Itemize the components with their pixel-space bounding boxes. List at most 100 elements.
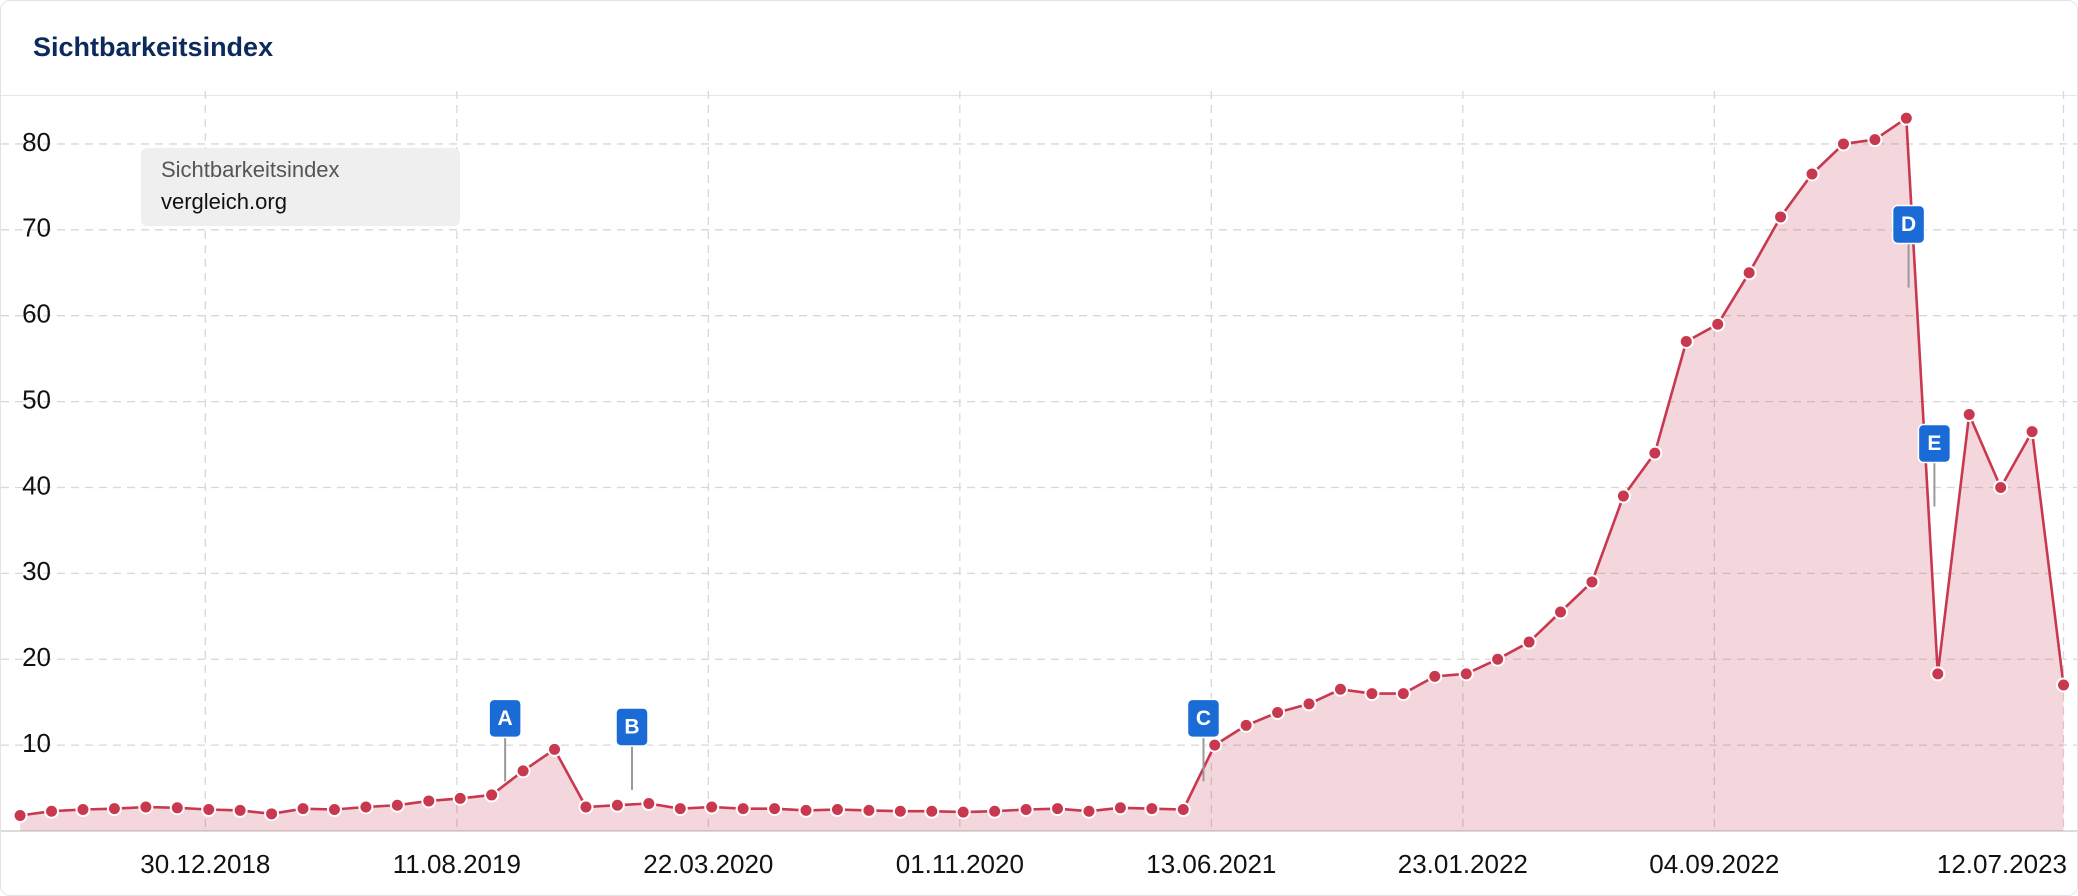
point (735, 801, 751, 817)
point (12, 808, 28, 824)
point (1238, 717, 1254, 733)
annotation-flag (615, 707, 649, 747)
x-tick-label: 04.09.2022 (1649, 849, 1779, 879)
point (2056, 677, 2072, 693)
point (987, 803, 1003, 819)
x-tick-label: 30.12.2018 (140, 849, 270, 879)
legend-title: Sichtbarkeitsindex (161, 157, 340, 182)
point (44, 803, 60, 819)
point (1993, 479, 2009, 495)
point (1050, 801, 1066, 817)
header: Sichtbarkeitsindex (1, 1, 2077, 96)
point (75, 802, 91, 818)
point (1207, 737, 1223, 753)
point (201, 802, 217, 818)
point (169, 800, 185, 816)
annotation-label: B (624, 715, 639, 738)
point (1395, 686, 1411, 702)
x-tick-label: 12.07.2023 (1937, 849, 2067, 879)
point (232, 802, 248, 818)
point (138, 799, 154, 815)
point (1584, 574, 1600, 590)
annotation-label: C (1196, 707, 1211, 730)
x-tick-label: 01.11.2020 (896, 849, 1024, 879)
legend-box (141, 148, 460, 226)
point (295, 801, 311, 817)
point (1081, 803, 1097, 819)
point (1835, 136, 1851, 152)
point (1364, 686, 1380, 702)
area (20, 118, 2064, 831)
point (358, 799, 374, 815)
point (1961, 406, 1977, 422)
y-tick-label: 70 (22, 213, 51, 243)
point (578, 799, 594, 815)
point (924, 803, 940, 819)
point (1553, 604, 1569, 620)
point (861, 802, 877, 818)
point (704, 799, 720, 815)
point (1521, 634, 1537, 650)
point (1270, 704, 1286, 720)
point (829, 802, 845, 818)
y-tick-label: 40 (22, 470, 51, 500)
point (2024, 424, 2040, 440)
y-tick-label: 60 (22, 299, 51, 329)
point (892, 803, 908, 819)
grid (1, 91, 2077, 831)
legend-entry: vergleich.org (161, 189, 287, 214)
point (1144, 801, 1160, 817)
y-tick-label: 80 (22, 127, 51, 157)
point (767, 801, 783, 817)
point (1301, 696, 1317, 712)
point (452, 790, 468, 806)
y-tick-label: 10 (22, 728, 51, 758)
point (1678, 333, 1694, 349)
point (1018, 802, 1034, 818)
point (547, 741, 563, 757)
x-tick-label: 11.08.2019 (393, 849, 521, 879)
y-tick-label: 50 (22, 384, 51, 414)
point (641, 796, 657, 812)
point (1930, 666, 1946, 682)
y-tick-label: 20 (22, 642, 51, 672)
point (1804, 166, 1820, 182)
point (1741, 265, 1757, 281)
point (1615, 488, 1631, 504)
point (955, 804, 971, 820)
point (672, 801, 688, 817)
point (515, 763, 531, 779)
point (1458, 666, 1474, 682)
point (484, 787, 500, 803)
point (389, 797, 405, 813)
annotation-flag (1186, 698, 1221, 739)
point (1490, 651, 1506, 667)
annotation-label: A (498, 707, 513, 730)
point (264, 806, 280, 822)
point (1867, 132, 1883, 148)
point (106, 801, 122, 817)
point (1710, 316, 1726, 332)
y-tick-label: 30 (22, 556, 51, 586)
point (1773, 209, 1789, 225)
point (1175, 802, 1191, 818)
point (1112, 800, 1128, 816)
annotation-flag (488, 698, 522, 739)
point (798, 802, 814, 818)
x-tick-label: 22.03.2020 (643, 849, 773, 879)
chart-title: Sichtbarkeitsindex (33, 32, 274, 62)
annotation-flag (1891, 204, 1926, 245)
point (609, 797, 625, 813)
point (1332, 681, 1348, 697)
point (421, 793, 437, 809)
point (1898, 110, 1914, 126)
x-tick-label: 23.01.2022 (1398, 849, 1528, 879)
annotation-label: D (1901, 213, 1916, 236)
x-tick-label: 13.06.2021 (1146, 849, 1276, 879)
point (1427, 668, 1443, 684)
point (1647, 445, 1663, 461)
annotation-label: E (1927, 432, 1941, 455)
point (326, 802, 342, 818)
